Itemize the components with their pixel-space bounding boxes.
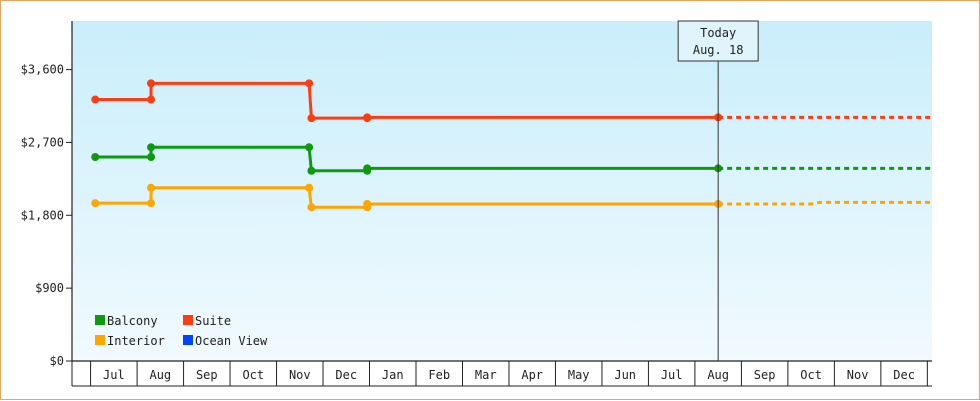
data-point[interactable]: [305, 183, 314, 192]
legend-swatch-suite: [183, 315, 193, 325]
today-label: Today: [700, 26, 736, 40]
legend-label: Suite: [195, 314, 231, 328]
y-tick-label: $1,800: [21, 208, 64, 222]
series-layer: [91, 79, 932, 212]
legend-label: Balcony: [107, 314, 158, 328]
x-tick-label: Dec: [335, 368, 357, 382]
y-tick-label: $0: [50, 354, 64, 368]
x-tick-label: Jul: [103, 368, 125, 382]
data-point[interactable]: [363, 199, 372, 208]
today-marker: Today Aug. 18: [677, 20, 759, 361]
legend-label: Ocean View: [195, 334, 268, 348]
x-tick-label: Oct: [800, 368, 822, 382]
x-tick-label: Jul: [661, 368, 683, 382]
x-tick-label: Aug: [707, 368, 729, 382]
x-tick-label: Feb: [428, 368, 450, 382]
forecast-line-interior: [718, 200, 932, 206]
plot-background: [72, 21, 932, 361]
y-tick-label: $900: [35, 281, 64, 295]
data-point[interactable]: [147, 199, 156, 208]
data-point[interactable]: [91, 153, 100, 161]
x-tick-label: Oct: [242, 368, 264, 382]
data-point[interactable]: [147, 79, 156, 88]
data-point[interactable]: [363, 113, 372, 122]
data-point[interactable]: [91, 199, 100, 208]
x-tick-label: Nov: [289, 368, 311, 382]
data-point[interactable]: [305, 143, 314, 152]
today-box: [677, 20, 759, 62]
x-tick-label: Dec: [893, 368, 915, 382]
y-axis: $0 $900 $1,800 $2,700 $3,600: [21, 21, 73, 368]
data-point[interactable]: [307, 166, 316, 175]
legend-swatch-interior: [95, 335, 105, 345]
legend-swatch-ocean-view: [183, 335, 193, 345]
data-point[interactable]: [305, 79, 314, 88]
y-tick-label: $3,600: [21, 63, 64, 77]
legend-label: Interior: [107, 334, 165, 348]
data-point[interactable]: [307, 114, 316, 123]
data-point[interactable]: [307, 203, 316, 212]
x-tick-label: Sep: [754, 368, 776, 382]
data-point[interactable]: [147, 143, 156, 152]
data-point[interactable]: [363, 164, 372, 173]
data-point[interactable]: [147, 153, 156, 161]
x-tick-label: Aug: [149, 368, 171, 382]
data-point[interactable]: [147, 183, 156, 192]
x-tick-label: Jan: [382, 368, 404, 382]
x-tick-label: Jun: [614, 368, 636, 382]
x-tick-label: Sep: [196, 368, 218, 382]
legend: Balcony Suite Interior Ocean View: [95, 314, 268, 348]
y-tick-label: $2,700: [21, 135, 64, 149]
data-point[interactable]: [147, 95, 156, 104]
today-date: Aug. 18: [693, 43, 744, 57]
data-point[interactable]: [91, 95, 100, 104]
x-tick-label: Nov: [847, 368, 869, 382]
x-axis: Jul Aug Sep Oct Nov Dec Jan Feb Mar Apr May Jun Jul A…: [71, 360, 932, 387]
x-tick-label: Mar: [475, 368, 497, 382]
x-tick-label: May: [568, 368, 590, 382]
x-tick-label: Apr: [521, 368, 543, 382]
legend-swatch-balcony: [95, 315, 105, 325]
